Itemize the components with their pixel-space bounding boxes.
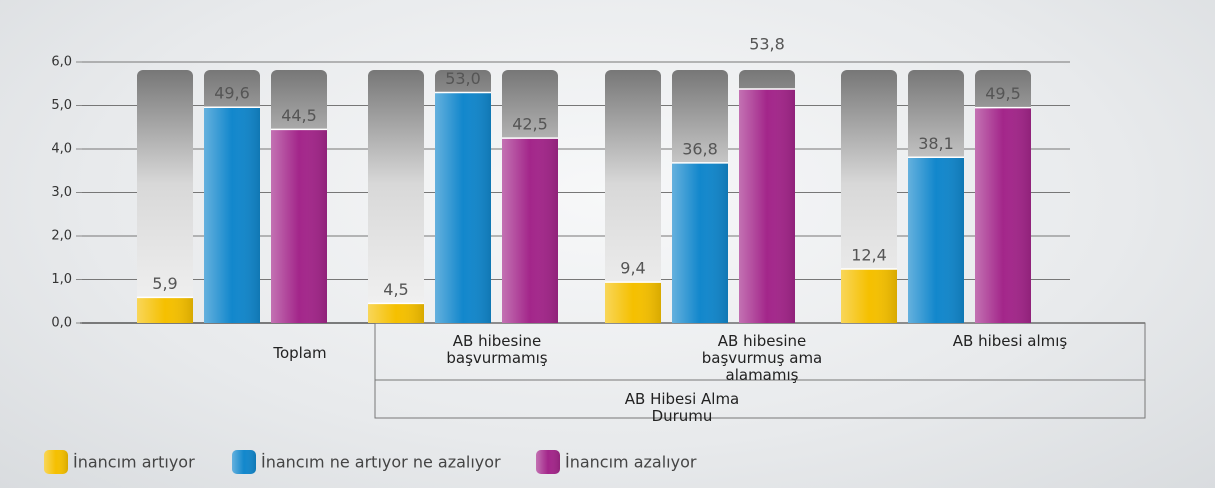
bar-gloss [975,107,1031,323]
value-label: 44,5 [281,106,317,125]
value-label: 49,5 [985,84,1021,103]
bar-gloss [368,303,424,323]
legend-swatch-gloss [44,450,68,474]
y-tick-label: 2,0 [51,229,72,244]
group-label: AB Hibesi Alma Durumu [624,390,740,425]
y-tick-label: 6,0 [51,55,72,70]
legend-label: İnancım azalıyor [565,453,697,472]
legend-label: İnancım artıyor [73,453,195,472]
bar-gloss [502,138,558,323]
y-tick-label: 0,0 [51,316,72,331]
legend-label: İnancım ne artıyor ne azalıyor [261,453,501,472]
value-label: 4,5 [383,280,408,299]
x-tick-label: AB hibesine başvurmamış [446,332,548,367]
bar-background [605,70,661,323]
y-tick-label: 1,0 [51,272,72,287]
value-label: 42,5 [512,115,548,134]
bar-gloss [908,157,964,323]
value-label: 12,4 [851,246,887,265]
x-tick-label: AB hibesine başvurmuş ama alamamış [701,332,823,384]
bar-gloss [435,92,491,323]
value-label: 53,0 [445,69,481,88]
value-label: 53,8 [749,35,785,54]
value-label: 36,8 [682,139,718,158]
y-tick-label: 5,0 [51,98,72,113]
bar-background [841,70,897,323]
bar-gloss [204,107,260,324]
value-label: 38,1 [918,134,954,153]
bar-gloss [137,297,193,323]
x-tick-label: Toplam [273,344,327,362]
bar-background [137,70,193,323]
bar-gloss [672,162,728,323]
bar-gloss [271,129,327,323]
x-tick-label: AB hibesi almış [952,332,1068,350]
legend-swatch-gloss [232,450,256,474]
bar-gloss [605,282,661,323]
bar-gloss [739,88,795,323]
y-tick-label: 3,0 [51,185,72,200]
bar-background [368,70,424,323]
value-label: 49,6 [214,84,250,103]
legend-swatch-gloss [536,450,560,474]
bar-gloss [841,269,897,323]
value-label: 5,9 [152,274,177,293]
y-tick-label: 4,0 [51,142,72,157]
value-label: 9,4 [620,259,645,278]
